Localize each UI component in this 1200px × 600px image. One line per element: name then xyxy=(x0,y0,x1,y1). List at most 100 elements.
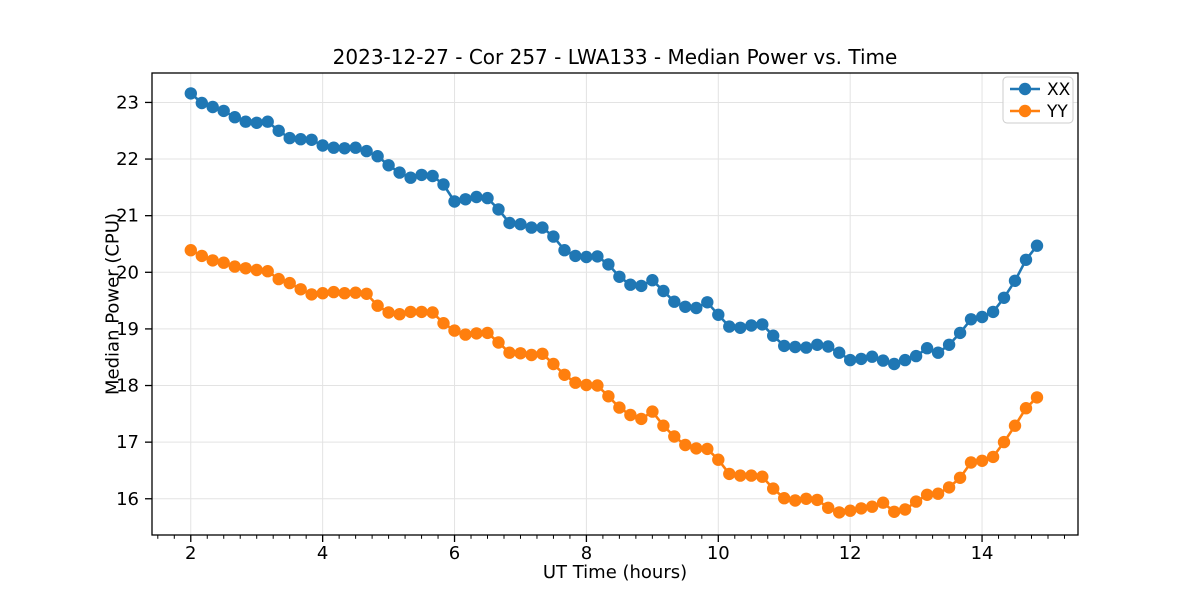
data-point-YY xyxy=(646,405,659,418)
data-point-YY xyxy=(679,438,692,452)
data-point-XX xyxy=(283,131,296,145)
data-point-YY xyxy=(580,378,593,392)
data-point-XX xyxy=(349,141,362,154)
data-point-YY xyxy=(404,305,417,319)
x-tick-label: 2 xyxy=(185,543,196,564)
data-point-XX xyxy=(272,124,285,137)
data-point-XX xyxy=(920,342,934,355)
data-point-YY xyxy=(195,249,208,263)
data-point-YY xyxy=(261,265,274,278)
data-point-XX xyxy=(217,104,230,118)
y-axis-label: Median Power (CPU) xyxy=(102,213,124,395)
data-point-YY xyxy=(789,494,802,507)
x-tick-label: 14 xyxy=(971,543,994,564)
data-point-XX xyxy=(723,320,736,333)
data-point-YY xyxy=(690,442,703,455)
data-point-YY xyxy=(360,287,373,300)
data-point-YY xyxy=(942,481,956,494)
data-point-YY xyxy=(558,368,571,381)
data-point-YY xyxy=(316,287,329,300)
data-point-XX xyxy=(250,116,263,129)
data-point-XX xyxy=(525,221,538,234)
data-point-YY xyxy=(426,306,439,319)
data-point-XX xyxy=(415,168,428,182)
data-point-YY xyxy=(503,346,516,359)
data-point-YY xyxy=(953,471,967,484)
data-point-XX xyxy=(404,171,417,184)
data-point-XX xyxy=(953,326,967,340)
data-point-XX xyxy=(206,100,219,114)
data-point-XX xyxy=(745,319,758,332)
data-point-YY xyxy=(844,504,857,517)
data-point-XX xyxy=(195,96,208,110)
data-point-YY xyxy=(800,492,813,505)
data-point-XX xyxy=(876,354,890,367)
y-tick-label: 20 xyxy=(116,262,139,283)
data-point-XX xyxy=(931,346,945,359)
data-point-XX xyxy=(855,352,868,366)
data-point-XX xyxy=(800,341,813,354)
data-point-XX xyxy=(767,329,780,342)
x-axis-label: UT Time (hours) xyxy=(542,562,688,583)
data-point-XX xyxy=(888,357,901,371)
data-point-XX xyxy=(558,244,571,257)
y-tick-label: 23 xyxy=(116,92,139,113)
data-point-YY xyxy=(865,500,879,513)
data-point-XX xyxy=(679,300,692,313)
data-point-XX xyxy=(382,159,395,172)
data-point-XX xyxy=(393,166,406,179)
data-point-YY xyxy=(371,299,384,312)
data-point-XX xyxy=(756,318,769,331)
data-point-XX xyxy=(1008,274,1022,287)
data-point-YY xyxy=(712,453,725,466)
data-point-XX xyxy=(624,278,637,291)
data-point-XX xyxy=(822,340,835,353)
data-point-XX xyxy=(503,216,516,230)
data-point-YY xyxy=(349,286,362,299)
data-point-YY xyxy=(184,244,197,257)
data-point-YY xyxy=(492,336,505,349)
data-point-YY xyxy=(525,348,538,362)
data-point-XX xyxy=(833,346,846,359)
data-point-YY xyxy=(327,285,340,299)
y-tick-label: 16 xyxy=(116,489,139,510)
data-point-XX xyxy=(701,296,714,309)
data-point-XX xyxy=(569,249,582,263)
data-point-YY xyxy=(283,276,296,290)
data-point-YY xyxy=(701,442,714,456)
data-point-YY xyxy=(536,347,549,360)
data-point-XX xyxy=(668,295,681,308)
data-point-XX xyxy=(591,250,604,263)
data-point-YY xyxy=(635,412,648,426)
data-point-YY xyxy=(437,317,450,330)
data-point-YY xyxy=(822,501,835,514)
data-point-YY xyxy=(459,328,472,341)
data-point-YY xyxy=(975,454,989,467)
data-point-YY xyxy=(964,456,978,469)
data-point-XX xyxy=(305,133,318,146)
data-point-XX xyxy=(657,284,670,298)
data-point-YY xyxy=(778,492,791,505)
data-point-YY xyxy=(723,467,736,481)
data-point-YY xyxy=(470,327,483,340)
data-point-YY xyxy=(1019,402,1033,415)
y-tick-label: 17 xyxy=(116,432,139,453)
legend-marker-YY xyxy=(1018,104,1032,118)
data-point-YY xyxy=(876,496,890,509)
data-point-XX xyxy=(811,338,824,351)
data-point-XX xyxy=(239,115,252,128)
data-point-XX xyxy=(294,133,307,146)
data-point-XX xyxy=(426,169,439,183)
data-point-YY xyxy=(811,493,824,507)
data-point-YY xyxy=(657,419,670,432)
data-point-YY xyxy=(338,287,351,300)
x-tick-label: 6 xyxy=(449,543,460,564)
data-point-XX xyxy=(986,305,1000,319)
data-point-XX xyxy=(646,274,659,287)
chart-title: 2023-12-27 - Cor 257 - LWA133 - Median P… xyxy=(332,45,898,69)
data-point-XX xyxy=(602,258,615,271)
data-point-XX xyxy=(778,339,791,353)
data-point-YY xyxy=(250,263,263,277)
